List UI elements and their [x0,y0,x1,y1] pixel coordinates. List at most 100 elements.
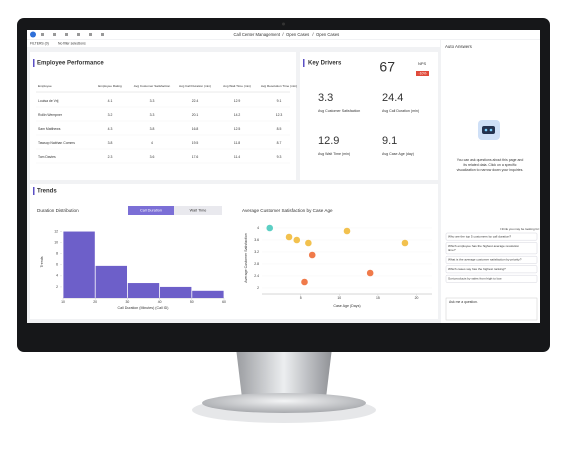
robot-icon [478,120,500,140]
metric-label: Avg Case Age (day) [382,152,414,156]
nps-value: 67 [379,59,395,75]
metric-value: 12.9 [318,135,339,147]
y-tick-label: 2.8 [254,262,259,266]
table-cell: 3.2 [108,113,113,117]
filters-status: No filter selections [58,41,86,45]
filter-bar [27,40,440,47]
metric-label: Avg Call Duration (min) [382,109,419,113]
table-cell: 4.1 [108,99,113,103]
table-cell: 3.8 [108,141,113,145]
stand-base [202,393,366,413]
filters-label[interactable]: FILTERS (0) [30,41,49,45]
suggestion[interactable] [445,232,538,241]
y-tick-label: 3.6 [254,238,259,242]
scatter-point[interactable] [366,269,374,277]
table-cell: 8.7 [277,141,282,145]
table-cell: 16.8 [192,127,199,131]
suggestion-text[interactable]: Which cases say has the highest ranking? [448,267,506,271]
histogram-bar[interactable] [127,283,160,298]
x-tick-label: 50 [190,300,194,304]
intro-text: You can ask questions about this page an… [457,158,524,162]
column-header: Avg Customer Satisfaction [134,84,171,88]
table-cell: 19.5 [192,141,199,145]
y-tick-label: 8 [56,252,58,256]
auto-answers-title: Auto Answers [445,44,473,49]
toggle-label[interactable]: Call Duration [140,209,162,213]
table-cell: 3.3 [150,113,155,117]
panel-title: Trends [37,189,57,195]
metric-label: Avg Customer Satisfaction [318,109,360,113]
suggestion-text[interactable]: What is the average customer satisfactio… [448,258,522,262]
y-tick-label: 2 [257,286,259,290]
suggestion[interactable] [445,256,538,264]
y-tick-label: 3.2 [254,250,259,254]
question-input[interactable] [445,297,538,321]
toggle-label[interactable]: Wait Time [190,209,207,213]
column-header: Avg Resolution Time (min) [261,84,297,88]
suggestion-text[interactable]: Who are the top 5 customers by call dura… [448,234,511,238]
question-placeholder[interactable]: Ask me a question. [449,300,478,304]
employee-name: Rollin Wempner [38,113,63,117]
histogram-bar[interactable] [192,290,224,298]
suggestion-text[interactable]: Which employee has the highest average r… [448,244,519,248]
x-tick-label: 5 [300,296,302,300]
table-cell: 12.9 [234,99,241,103]
toggle[interactable] [174,206,222,215]
column-header: Avg Call Duration (min) [179,84,211,88]
histogram-bar[interactable] [95,265,127,298]
histogram-bar[interactable] [63,231,95,298]
suggestion-text[interactable]: time? [448,248,456,252]
x-tick-label: 10 [61,300,65,304]
x-axis-label: Call Duration (Minutes) (Call ID) [118,306,169,310]
scatter-point[interactable] [301,278,308,286]
scatter-point[interactable] [401,239,409,247]
scatter-point[interactable] [343,227,351,235]
table-cell: 22.4 [192,99,199,103]
scatter-point[interactable] [285,233,293,241]
histogram-bar[interactable] [160,286,192,298]
nps-badge [416,71,429,76]
breadcrumb[interactable]: Open Cases [286,32,309,37]
breadcrumb[interactable]: Open Cases [316,32,339,37]
x-tick-label: 15 [376,296,380,300]
suggestion-text[interactable]: Sort products by sales from high to low. [448,277,502,281]
y-tick-label: 2 [56,285,58,289]
intro-text: its related data. Click on a specific [464,163,517,167]
x-tick-label: 10 [337,296,341,300]
y-axis-label: Trends [40,256,44,267]
suggestion[interactable] [445,265,538,274]
table-cell: 4 [151,141,153,145]
intro-text: visualization to narrow down your inquir… [457,168,524,172]
x-tick-label: 20 [415,296,419,300]
metric-value: 3.3 [318,92,333,104]
suggestion[interactable] [445,275,538,283]
metric-value: 9.1 [382,135,397,147]
scatter-point[interactable] [305,239,312,247]
column-header: Employee [38,84,52,88]
employee-name: Louisa de Vrij [38,99,59,103]
metric-label: Avg Wait Time (min) [318,152,350,156]
camera [282,22,285,26]
panel-title: Employee Performance [37,61,104,67]
table-cell: 8.5 [277,127,282,131]
hint: I think you may be looking for: [500,227,540,231]
panel-title: Key Drivers [308,61,342,67]
suggestion[interactable] [445,242,538,255]
table-cell: 3.6 [150,155,155,159]
scatter-point[interactable] [293,236,301,244]
x-tick-label: 30 [126,300,130,304]
metric-value: 24.4 [382,92,403,104]
table-cell: 3.8 [150,127,155,131]
scatter-point[interactable] [266,224,274,232]
nps-change: -10% [419,71,427,75]
table-cell: 4.3 [108,127,113,131]
scatter-point[interactable] [308,251,316,259]
employee-name: Sam Matthews [38,127,61,131]
accent [33,59,35,67]
table-cell: 12.3 [276,113,283,117]
top-bar [27,30,540,39]
toggle-active[interactable] [128,206,174,215]
table-cell: 20.1 [192,113,199,117]
accent [303,59,305,67]
panel [30,52,296,180]
